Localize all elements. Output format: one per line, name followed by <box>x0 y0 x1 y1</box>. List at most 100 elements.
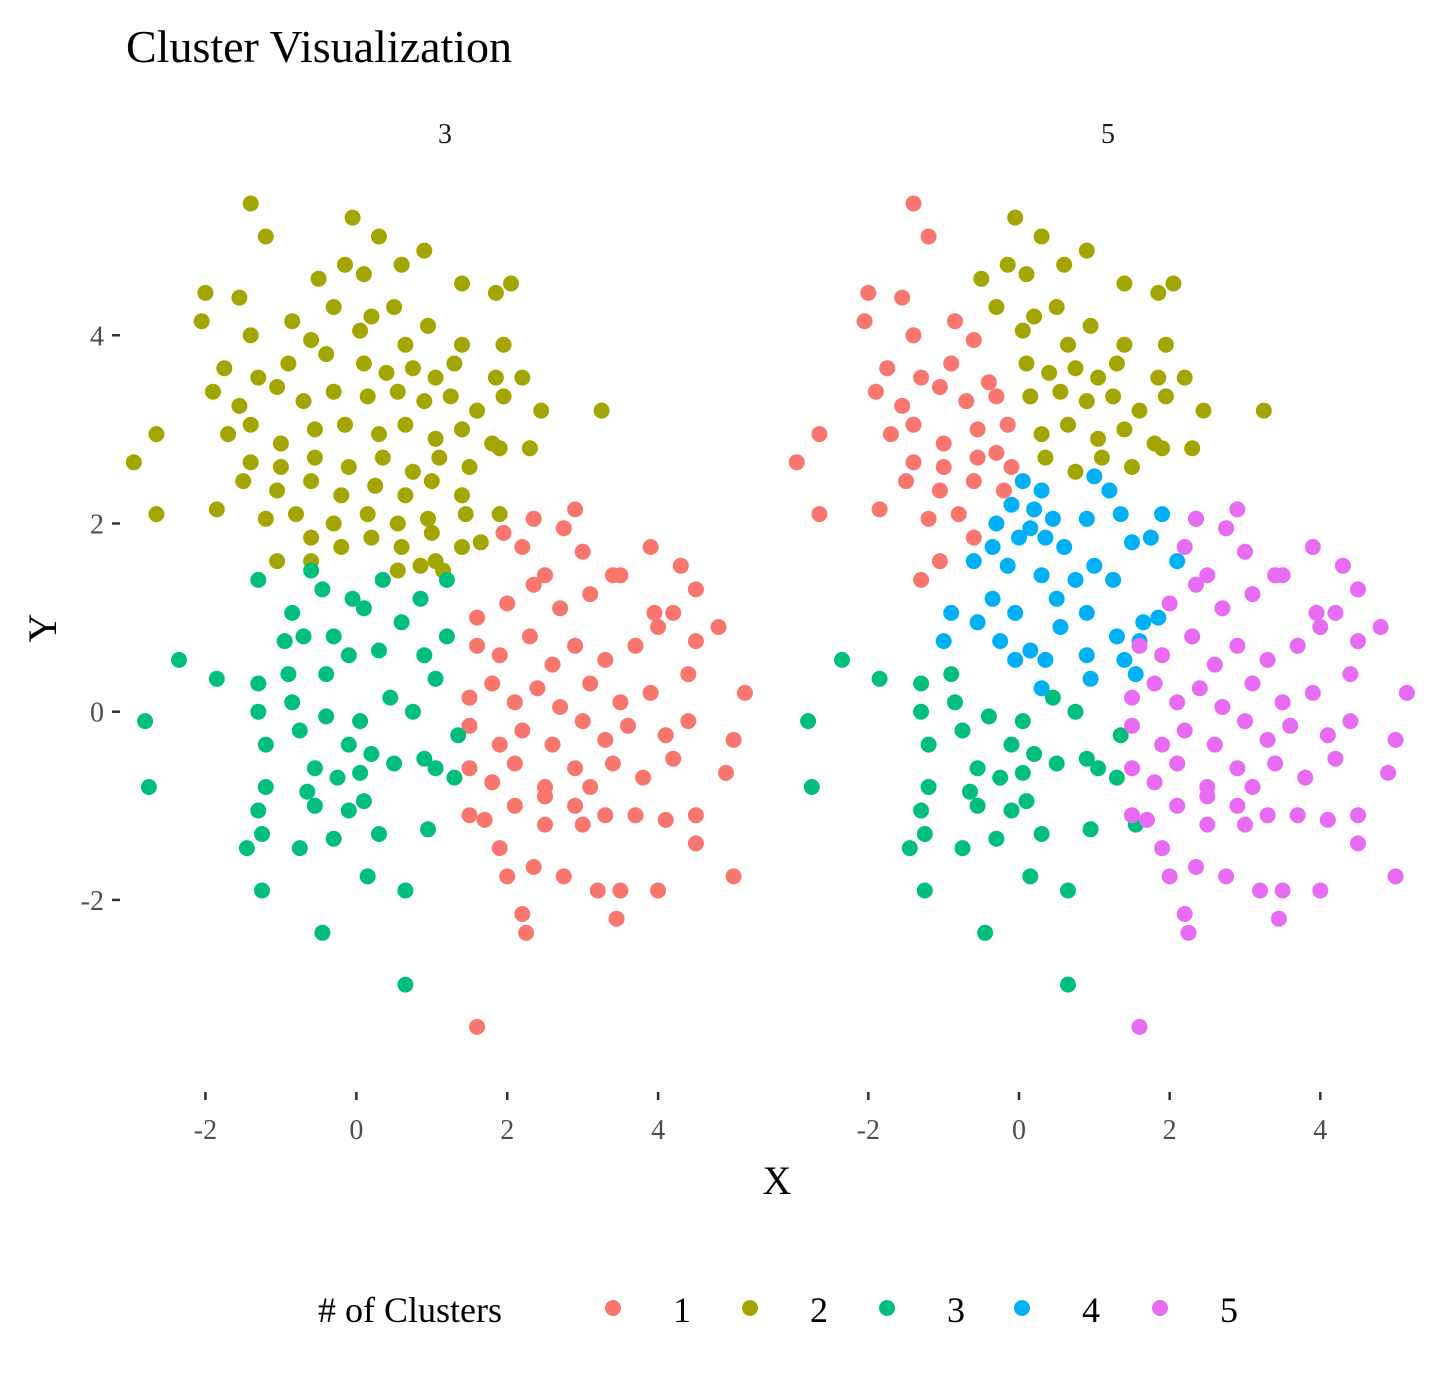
point-cluster-3 <box>954 840 971 857</box>
point-cluster-3 <box>416 750 433 767</box>
x-tick-label: -2 <box>194 1115 217 1146</box>
point-cluster-3 <box>834 651 850 668</box>
point-cluster-3 <box>355 600 372 617</box>
point-cluster-5 <box>1297 769 1314 786</box>
point-cluster-2 <box>427 553 444 570</box>
point-cluster-1 <box>514 722 531 739</box>
point-cluster-1 <box>935 459 952 475</box>
point-cluster-2 <box>1124 459 1140 475</box>
point-cluster-2 <box>359 506 376 523</box>
point-cluster-4 <box>1169 553 1186 570</box>
point-cluster-3 <box>291 840 308 857</box>
point-cluster-2 <box>503 275 519 292</box>
point-cluster-2 <box>352 322 369 339</box>
point-cluster-1 <box>687 633 704 650</box>
point-cluster-4 <box>988 515 1005 532</box>
point-cluster-2 <box>1056 256 1073 273</box>
point-cluster-5 <box>1176 722 1193 739</box>
point-cluster-4 <box>1044 510 1061 527</box>
point-cluster-5 <box>1154 840 1171 857</box>
x-tick-label: -2 <box>857 1115 880 1146</box>
point-cluster-1 <box>574 713 591 730</box>
point-cluster-2 <box>1131 402 1148 419</box>
point-cluster-1 <box>491 736 508 753</box>
point-cluster-2 <box>1093 449 1110 466</box>
point-cluster-5 <box>1289 807 1306 824</box>
point-cluster-3 <box>1090 760 1107 777</box>
point-cluster-5 <box>1350 807 1366 824</box>
point-cluster-4 <box>1003 496 1020 513</box>
facet-panel-5: 5 <box>788 119 1415 1035</box>
point-cluster-2 <box>355 355 372 372</box>
point-cluster-3 <box>276 633 293 650</box>
point-cluster-2 <box>454 336 470 353</box>
point-cluster-5 <box>1350 581 1366 598</box>
point-cluster-1 <box>608 910 625 927</box>
point-cluster-1 <box>567 637 584 654</box>
point-cluster-3 <box>208 670 225 687</box>
point-cluster-1 <box>935 435 952 452</box>
point-cluster-2 <box>303 529 320 546</box>
point-cluster-2 <box>491 506 508 523</box>
legend-key-2 <box>742 1300 758 1316</box>
point-cluster-2 <box>1105 388 1122 405</box>
point-cluster-2 <box>420 317 436 334</box>
point-cluster-5 <box>1237 816 1253 833</box>
panel-points <box>125 195 753 1035</box>
point-cluster-3 <box>386 755 403 772</box>
point-cluster-2 <box>325 383 342 400</box>
point-cluster-1 <box>521 628 538 645</box>
point-cluster-2 <box>454 275 470 292</box>
point-cluster-2 <box>514 369 531 386</box>
point-cluster-5 <box>1206 656 1223 673</box>
point-cluster-1 <box>544 656 561 673</box>
y-axis: -2 0 2 4 <box>81 321 120 917</box>
point-cluster-2 <box>1060 416 1076 433</box>
point-cluster-2 <box>999 256 1016 273</box>
point-cluster-1 <box>969 421 986 438</box>
point-cluster-5 <box>1274 882 1291 899</box>
point-cluster-3 <box>1060 882 1076 899</box>
point-cluster-1 <box>913 571 930 588</box>
point-cluster-2 <box>454 421 470 438</box>
point-cluster-1 <box>514 906 531 922</box>
point-cluster-4 <box>1026 501 1043 518</box>
point-cluster-3 <box>916 826 933 842</box>
point-cluster-1 <box>898 473 914 490</box>
point-cluster-2 <box>359 388 376 405</box>
point-cluster-5 <box>1229 797 1246 814</box>
point-cluster-2 <box>487 369 504 386</box>
x-tick-label: 0 <box>1012 1115 1026 1146</box>
point-cluster-2 <box>208 501 225 518</box>
point-cluster-1 <box>525 859 542 875</box>
point-cluster-5 <box>1274 694 1291 711</box>
point-cluster-3 <box>355 793 372 810</box>
point-cluster-2 <box>125 454 142 471</box>
point-cluster-4 <box>1112 506 1129 523</box>
point-cluster-2 <box>1184 440 1201 457</box>
point-cluster-1 <box>905 195 922 212</box>
point-cluster-3 <box>962 783 978 800</box>
point-cluster-2 <box>491 440 508 457</box>
point-cluster-5 <box>1312 619 1329 635</box>
point-cluster-3 <box>250 675 267 692</box>
point-cluster-4 <box>1022 520 1039 537</box>
point-cluster-1 <box>525 510 542 527</box>
point-cluster-1 <box>582 675 599 692</box>
point-cluster-1 <box>518 924 535 941</box>
point-cluster-2 <box>269 379 286 395</box>
point-cluster-1 <box>1003 459 1020 475</box>
point-cluster-3 <box>344 590 361 607</box>
point-cluster-4 <box>984 590 1001 607</box>
point-cluster-3 <box>284 604 301 621</box>
point-cluster-2 <box>193 313 210 330</box>
x-axis-panel-3: -2 0 2 4 <box>194 1092 665 1146</box>
point-cluster-3 <box>438 571 455 588</box>
point-cluster-5 <box>1180 924 1197 941</box>
point-cluster-3 <box>359 868 376 885</box>
point-cluster-1 <box>627 637 644 654</box>
point-cluster-1 <box>582 586 599 603</box>
point-cluster-5 <box>1304 684 1321 701</box>
point-cluster-5 <box>1124 760 1140 777</box>
point-cluster-5 <box>1267 755 1284 772</box>
